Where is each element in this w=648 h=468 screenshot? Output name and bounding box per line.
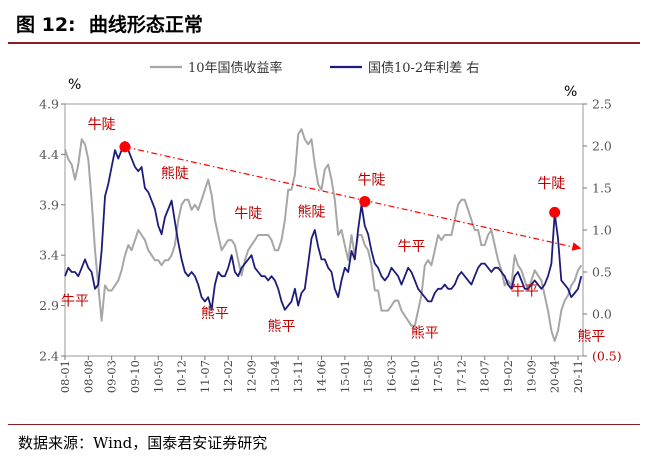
left-axis-tick-label: 2.4 xyxy=(39,349,59,364)
left-axis-tick-label: 3.4 xyxy=(39,248,59,263)
trend-line xyxy=(124,146,576,249)
peak-marker xyxy=(119,141,131,153)
left-axis-tick-label: 4.9 xyxy=(39,97,59,112)
x-axis-tick-label: 12-09 xyxy=(245,360,259,393)
x-axis-tick-label: 09-10 xyxy=(128,360,142,393)
right-axis-tick-label: 2.5 xyxy=(592,97,612,112)
left-axis-tick-label: 3.9 xyxy=(39,197,59,212)
x-axis-tick-label: 17-05 xyxy=(431,360,445,393)
legend-label: 10年国债收益率 xyxy=(188,60,283,76)
regime-annotation: 牛陡 xyxy=(537,176,565,192)
regime-annotation: 牛平 xyxy=(511,284,539,300)
x-axis-tick-label: 20-11 xyxy=(571,360,585,393)
regime-annotation: 牛平 xyxy=(397,239,425,255)
regime-annotation: 熊平 xyxy=(201,306,229,322)
x-axis-tick-label: 15-08 xyxy=(361,360,375,393)
regime-annotation: 牛平 xyxy=(61,294,89,310)
x-axis-tick-label: 18-07 xyxy=(478,360,492,393)
x-axis-tick-label: 09-03 xyxy=(105,360,119,393)
spread-10y-2y-line xyxy=(64,140,583,311)
x-axis-tick-label: 16-03 xyxy=(384,360,398,393)
right-axis-tick-label: 0.5 xyxy=(592,265,612,280)
left-axis-tick-label: 4.4 xyxy=(39,147,59,162)
regime-annotation: 熊平 xyxy=(411,326,439,342)
peak-marker xyxy=(359,195,371,207)
legend-label: 国债10-2年利差 右 xyxy=(368,61,479,76)
x-axis-tick-label: 20-04 xyxy=(548,360,562,393)
x-axis-tick-label: 10-12 xyxy=(175,360,189,393)
x-axis-tick-label: 15-01 xyxy=(338,360,352,393)
right-axis-tick-label: (0.5) xyxy=(592,349,622,364)
trend-arrowhead xyxy=(571,242,582,251)
right-axis-tick-label: 0.0 xyxy=(592,307,612,322)
x-axis-tick-label: 12-02 xyxy=(221,360,235,393)
figure-label: 图 12: xyxy=(16,14,76,36)
right-axis-unit: % xyxy=(564,84,577,100)
x-axis-tick-label: 19-02 xyxy=(501,360,515,393)
regime-annotation: 牛陡 xyxy=(357,173,385,189)
regime-annotation: 熊平 xyxy=(268,319,296,335)
peak-marker xyxy=(549,206,561,218)
regime-annotation: 熊陡 xyxy=(161,166,189,182)
footer-rule xyxy=(8,424,640,425)
regime-annotation: 牛陡 xyxy=(234,206,262,222)
figure-title-text: 曲线形态正常 xyxy=(88,14,203,36)
x-axis-tick-label: 17-12 xyxy=(454,360,468,393)
x-axis-tick-label: 10-05 xyxy=(151,360,165,393)
left-axis-tick-label: 2.9 xyxy=(39,298,59,313)
right-axis-tick-label: 1.5 xyxy=(592,181,612,196)
x-axis-tick-label: 16-10 xyxy=(408,360,422,393)
line-chart: 2.4 2.9 3.4 3.9 4.4 4.9% (0.5) 0.0 0.5 1.0 1.5 2.0 2… xyxy=(39,60,622,393)
x-axis-tick-label: 08-01 xyxy=(58,360,72,393)
data-source: 数据来源：Wind，国泰君安证券研究 xyxy=(18,434,268,452)
regime-annotation: 熊陡 xyxy=(298,205,326,221)
right-axis-tick-label: 1.0 xyxy=(592,223,612,238)
regime-annotation: 牛陡 xyxy=(88,117,116,133)
x-axis-tick-label: 11-07 xyxy=(198,360,212,393)
x-axis-tick-label: 13-11 xyxy=(291,360,305,393)
yield-10y-line xyxy=(64,128,583,342)
figure-title: 图 12: 曲线形态正常 xyxy=(16,10,203,37)
plot-frame xyxy=(64,103,584,357)
x-axis-tick-label: 19-09 xyxy=(524,360,538,393)
right-axis-tick-label: 2.0 xyxy=(592,139,612,154)
x-axis-tick-label: 13-04 xyxy=(268,360,282,393)
x-axis-tick-label: 14-06 xyxy=(315,360,329,393)
regime-annotation: 熊平 xyxy=(577,329,605,345)
left-axis-unit: % xyxy=(68,77,81,93)
x-axis-tick-label: 08-08 xyxy=(81,360,95,393)
title-rule xyxy=(8,42,640,44)
